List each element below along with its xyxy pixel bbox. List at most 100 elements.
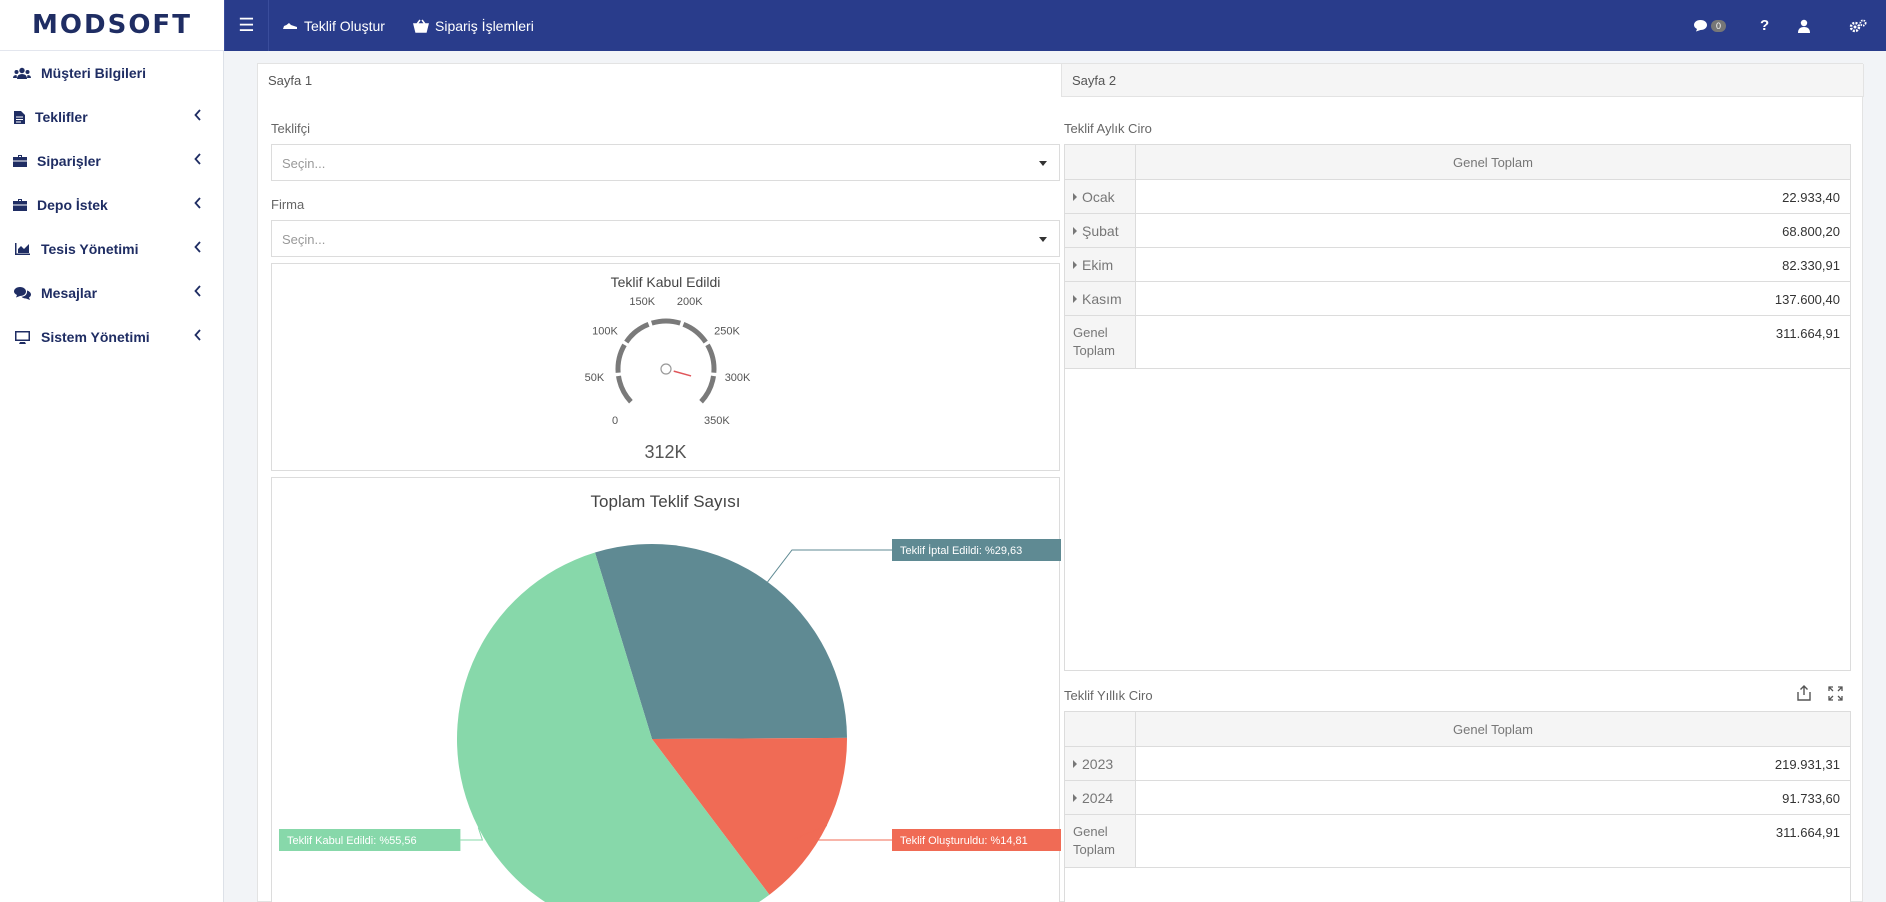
nav-teklif-olustur-label: Teklif Oluştur	[304, 17, 385, 34]
dashboard-panel: Sayfa 1 Sayfa 2 Teklifçi Seçin... Firma …	[257, 63, 1864, 902]
sidebar-item-musteri-bilgileri[interactable]: Müşteri Bilgileri	[0, 58, 224, 88]
briefcase-icon	[13, 198, 27, 212]
basket-icon	[413, 19, 429, 33]
chevron-left-icon	[194, 109, 201, 121]
gauge-tick-label: 350K	[704, 415, 730, 427]
pie-slice[interactable]	[457, 552, 770, 902]
chevron-left-icon	[194, 285, 201, 297]
pivot-row-header[interactable]: Şubat	[1065, 214, 1136, 247]
pivot-row-header[interactable]: Ocak	[1065, 180, 1136, 213]
gauge-arc-segment	[705, 343, 717, 373]
brand-logo[interactable]: MODSOFT	[0, 0, 224, 51]
sidebar-item-label: Mesajlar	[41, 285, 98, 301]
monitor-icon	[13, 330, 31, 344]
messages-button[interactable]: 0	[1693, 0, 1727, 51]
sidebar-item-label: Tesis Yönetimi	[41, 241, 139, 257]
sidebar-item-depo-istek[interactable]: Depo İstek	[0, 190, 224, 220]
messages-badge: 0	[1711, 19, 1727, 32]
sidebar-item-sistem-yonetimi[interactable]: Sistem Yönetimi	[0, 322, 224, 352]
pivot-row-label: Ocak	[1082, 189, 1115, 205]
sidebar-item-siparisler[interactable]: Siparişler	[0, 146, 224, 176]
top-navbar: MODSOFT ☰ Teklif Oluştur Sipariş İşlemle…	[0, 0, 1886, 51]
firma-label: Firma	[271, 197, 305, 212]
expand-icon	[1073, 193, 1077, 201]
pie-slice[interactable]	[652, 737, 847, 895]
teklifci-label: Teklifçi	[271, 121, 311, 136]
pivot-row-label: 2024	[1082, 790, 1114, 806]
gauge-arc-segment	[624, 321, 650, 344]
pivot-row-ocak[interactable]: Ocak 22.933,40	[1065, 180, 1850, 214]
pivot-row-header[interactable]: Kasım	[1065, 282, 1136, 315]
pivot-row-ekim[interactable]: Ekim 82.330,91	[1065, 248, 1850, 282]
expand-icon	[1073, 227, 1077, 235]
sidebar-item-teklifler[interactable]: Teklifler	[0, 102, 224, 132]
pie-label-box	[892, 539, 1061, 561]
sidebar-item-label: Siparişler	[37, 153, 101, 169]
pivot-grand-total-label: Genel Toplam	[1065, 316, 1136, 368]
firma-select[interactable]: Seçin...	[271, 220, 1060, 257]
pivot-row-2024[interactable]: 2024 91.733,60	[1065, 781, 1850, 815]
pie-chart-title: Toplam Teklif Sayısı	[590, 492, 741, 511]
settings-button[interactable]	[1849, 0, 1867, 51]
chevron-left-icon	[194, 197, 201, 209]
pivot-grand-total-row: Genel Toplam 311.664,91	[1065, 316, 1850, 369]
fullscreen-icon[interactable]	[1828, 686, 1843, 701]
pivot-row-2023[interactable]: 2023 219.931,31	[1065, 747, 1850, 781]
pivot-row-subat[interactable]: Şubat 68.800,20	[1065, 214, 1850, 248]
pie-slice[interactable]	[594, 544, 847, 739]
nav-siparis-islemleri[interactable]: Sipariş İşlemleri	[413, 0, 534, 51]
sidebar-item-tesis-yonetimi[interactable]: Tesis Yönetimi	[0, 234, 224, 264]
pivot-cell-value: 91.733,60	[1136, 781, 1850, 814]
chevron-left-icon	[194, 241, 201, 253]
expand-icon	[1073, 261, 1077, 269]
pivot-header-row: Genel Toplam	[1065, 145, 1850, 180]
expand-icon	[1073, 794, 1077, 802]
user-button[interactable]	[1797, 0, 1811, 51]
yearly-pivot-title: Teklif Yıllık Ciro	[1064, 688, 1153, 703]
pivot-grand-total-value: 311.664,91	[1136, 815, 1850, 867]
pivot-grand-total-row: Genel Toplam 311.664,91	[1065, 815, 1850, 868]
grand-total-word-1: Genel	[1073, 325, 1108, 340]
pie-slice-label: Teklif Kabul Edildi: %55,56	[287, 835, 417, 847]
nav-teklif-olustur[interactable]: Teklif Oluştur	[282, 0, 385, 51]
help-button[interactable]: ?	[1760, 0, 1769, 51]
chevron-left-icon	[194, 153, 201, 165]
pivot-corner-cell	[1065, 712, 1136, 746]
teklifci-placeholder: Seçin...	[282, 156, 326, 171]
pivot-cell-value: 137.600,40	[1136, 282, 1850, 315]
pie-label-box	[892, 829, 1061, 851]
pie-label-box	[279, 829, 461, 851]
gauge-arc-segment	[650, 318, 682, 326]
teklifci-select[interactable]: Seçin...	[271, 144, 1060, 181]
gauge-tick-label: 250K	[714, 326, 740, 338]
tab-label: Sayfa 1	[268, 73, 313, 88]
gauge-tick-label: 100K	[592, 326, 618, 338]
tab-sayfa-1[interactable]: Sayfa 1	[258, 64, 1061, 97]
tab-sayfa-2[interactable]: Sayfa 2	[1061, 64, 1864, 97]
pivot-row-header[interactable]: 2024	[1065, 781, 1136, 814]
monthly-pivot-grid: Genel Toplam Ocak 22.933,40 Şubat 68.800…	[1064, 144, 1851, 671]
nav-siparis-islemleri-label: Sipariş İşlemleri	[435, 17, 534, 34]
tab-label: Sayfa 2	[1072, 73, 1117, 88]
hamburger-icon[interactable]: ☰	[224, 0, 269, 51]
sidebar-item-mesajlar[interactable]: Mesajlar	[0, 278, 224, 308]
gauge-tick-label: 150K	[629, 296, 655, 308]
gauge-tick-label: 0	[612, 415, 618, 427]
gauge-tick-label: 50K	[585, 372, 605, 384]
pie-label-connector	[460, 827, 484, 841]
pie-slice-label: Teklif Oluşturuldu: %14,81	[900, 835, 1028, 847]
pivot-cell-value: 82.330,91	[1136, 248, 1850, 281]
sidebar-item-label: Teklifler	[35, 109, 88, 125]
help-icon: ?	[1760, 17, 1770, 34]
gauge-card: Teklif Kabul Edildi 0 50K 100K 150K 200K 250K…	[271, 263, 1060, 471]
pivot-row-header[interactable]: Ekim	[1065, 248, 1136, 281]
pivot-row-kasim[interactable]: Kasım 137.600,40	[1065, 282, 1850, 316]
expand-icon	[1073, 760, 1077, 768]
file-icon	[13, 110, 25, 124]
pivot-column-header: Genel Toplam	[1136, 712, 1850, 746]
pivot-row-header[interactable]: 2023	[1065, 747, 1136, 780]
export-icon[interactable]	[1796, 685, 1812, 701]
comment-icon	[1694, 20, 1707, 32]
gauge-needle	[673, 370, 692, 377]
gauge-value: 312K	[644, 442, 687, 462]
